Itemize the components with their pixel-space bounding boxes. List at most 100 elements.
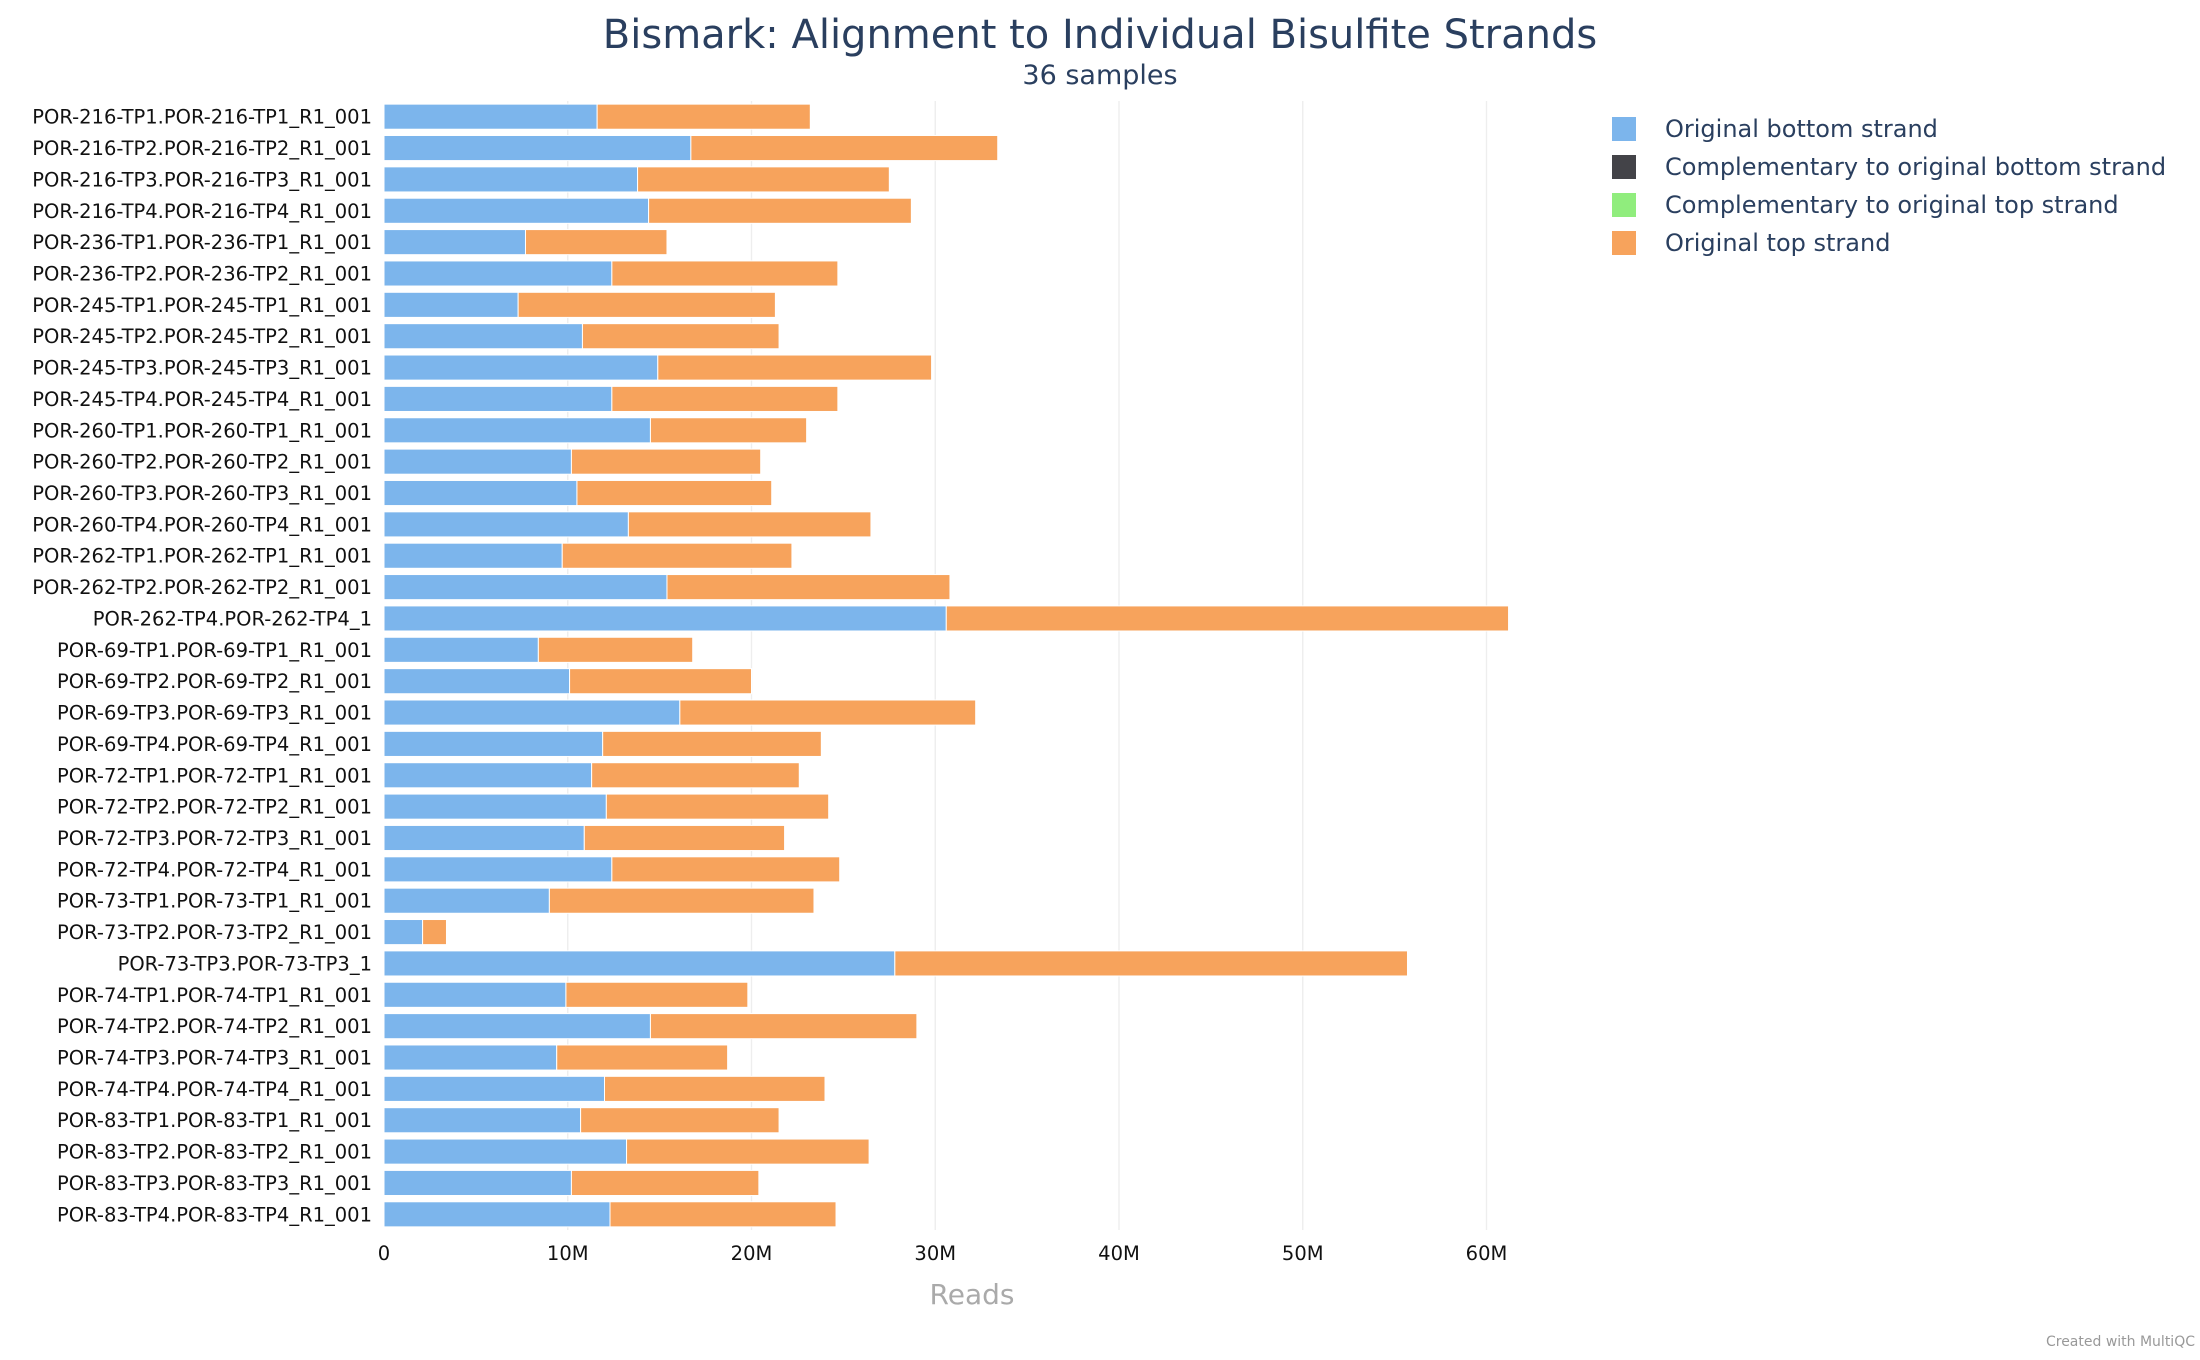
- bar-segment-series-3[interactable]: [679, 699, 977, 726]
- bars: [383, 103, 1510, 1228]
- category-label: POR-74-TP1.POR-74-TP1_R1_001: [57, 984, 372, 1007]
- bar-segment-series-0[interactable]: [383, 197, 650, 224]
- legend-label[interactable]: Complementary to original bottom strand: [1665, 153, 2166, 181]
- legend-swatch[interactable]: [1612, 117, 1636, 141]
- bar-segment-series-0[interactable]: [383, 730, 604, 757]
- bar-segment-series-0[interactable]: [383, 1044, 558, 1071]
- bar-segment-series-3[interactable]: [605, 793, 830, 820]
- bar-segment-series-0[interactable]: [383, 1107, 582, 1134]
- bar-segment-series-0[interactable]: [383, 668, 571, 695]
- bar-segment-series-3[interactable]: [894, 950, 1408, 977]
- bar-segment-series-0[interactable]: [383, 448, 572, 475]
- bar-segment-series-3[interactable]: [576, 479, 773, 507]
- category-label: POR-74-TP4.POR-74-TP4_R1_001: [57, 1078, 372, 1101]
- bar-segment-series-3[interactable]: [561, 542, 793, 569]
- bar-segment-series-3[interactable]: [609, 1201, 837, 1228]
- bar-segment-series-3[interactable]: [611, 385, 839, 412]
- category-label: POR-69-TP1.POR-69-TP1_R1_001: [57, 639, 372, 662]
- category-label: POR-260-TP3.POR-260-TP3_R1_001: [32, 482, 372, 505]
- category-label: POR-69-TP2.POR-69-TP2_R1_001: [57, 670, 372, 693]
- bar-segment-series-0[interactable]: [383, 919, 424, 946]
- bar-segment-series-3[interactable]: [637, 166, 890, 193]
- x-tick-label: 30M: [914, 1242, 956, 1265]
- bar-segment-series-3[interactable]: [569, 668, 753, 695]
- bar-segment-series-0[interactable]: [383, 699, 681, 726]
- bar-segment-series-0[interactable]: [383, 1075, 605, 1102]
- chart-title: Bismark: Alignment to Individual Bisulfi…: [603, 12, 1597, 58]
- bar-segment-series-0[interactable]: [383, 479, 578, 507]
- bar-segment-series-3[interactable]: [581, 323, 780, 350]
- bar-segment-series-3[interactable]: [583, 824, 786, 852]
- bar-segment-series-3[interactable]: [626, 1138, 870, 1165]
- bar-segment-series-3[interactable]: [524, 229, 668, 256]
- credit-text: Created with MultiQC: [2046, 1334, 2195, 1350]
- bar-segment-series-0[interactable]: [383, 323, 583, 350]
- legend-label[interactable]: Original top strand: [1665, 229, 1890, 257]
- bar-segment-series-3[interactable]: [556, 1044, 729, 1071]
- bar-segment-series-3[interactable]: [570, 448, 762, 475]
- bar-segment-series-3[interactable]: [690, 134, 999, 162]
- legend-swatch[interactable]: [1612, 193, 1636, 217]
- bar-segment-series-0[interactable]: [383, 542, 563, 569]
- bar-segment-series-0[interactable]: [383, 260, 613, 287]
- bar-segment-series-3[interactable]: [611, 856, 841, 883]
- bar-segment-series-3[interactable]: [565, 981, 749, 1008]
- legend-swatch[interactable]: [1612, 155, 1636, 179]
- bar-segment-series-3[interactable]: [945, 605, 1510, 632]
- x-tick-label: 20M: [731, 1242, 773, 1265]
- bar-segment-series-3[interactable]: [666, 574, 951, 601]
- bar-segment-series-0[interactable]: [383, 762, 593, 789]
- bar-segment-series-3[interactable]: [657, 354, 933, 381]
- bar-segment-series-0[interactable]: [383, 417, 651, 444]
- bar-segment-series-3[interactable]: [649, 417, 808, 444]
- legend: Original bottom strand Complementary to o…: [1612, 115, 2166, 257]
- bar-segment-series-0[interactable]: [383, 605, 947, 632]
- bar-segment-series-0[interactable]: [383, 134, 692, 162]
- category-label: POR-83-TP3.POR-83-TP3_R1_001: [57, 1172, 372, 1195]
- bar-segment-series-3[interactable]: [596, 103, 811, 130]
- category-label: POR-262-TP4.POR-262-TP4_1: [93, 607, 372, 630]
- bar-segment-series-3[interactable]: [591, 762, 800, 789]
- bar-segment-series-0[interactable]: [383, 1013, 651, 1040]
- category-label: POR-236-TP2.POR-236-TP2_R1_001: [32, 262, 372, 285]
- bar-segment-series-0[interactable]: [383, 385, 613, 412]
- bar-segment-series-3[interactable]: [537, 636, 694, 663]
- bar-segment-series-0[interactable]: [383, 354, 659, 381]
- legend-label[interactable]: Original bottom strand: [1665, 115, 1938, 143]
- bar-segment-series-0[interactable]: [383, 103, 598, 130]
- bar-segment-series-0[interactable]: [383, 166, 639, 193]
- bar-segment-series-3[interactable]: [422, 919, 447, 946]
- bar-segment-series-0[interactable]: [383, 793, 607, 820]
- legend-label[interactable]: Complementary to original top strand: [1665, 191, 2119, 219]
- category-label: POR-74-TP2.POR-74-TP2_R1_001: [57, 1015, 372, 1038]
- bar-segment-series-0[interactable]: [383, 291, 519, 318]
- bar-segment-series-0[interactable]: [383, 574, 668, 601]
- bar-segment-series-3[interactable]: [627, 511, 872, 538]
- bar-segment-series-3[interactable]: [611, 260, 839, 287]
- bar-segment-series-0[interactable]: [383, 856, 613, 883]
- bar-segment-series-3[interactable]: [649, 1013, 918, 1040]
- bar-segment-series-0[interactable]: [383, 511, 629, 538]
- legend-swatch[interactable]: [1612, 231, 1636, 255]
- bar-segment-series-0[interactable]: [383, 950, 896, 977]
- category-label: POR-245-TP4.POR-245-TP4_R1_001: [32, 388, 372, 411]
- bar-segment-series-3[interactable]: [517, 291, 776, 318]
- bar-segment-series-0[interactable]: [383, 887, 550, 914]
- x-tick-label: 0: [378, 1242, 390, 1265]
- category-label: POR-245-TP1.POR-245-TP1_R1_001: [32, 294, 372, 317]
- bar-segment-series-3[interactable]: [580, 1107, 780, 1134]
- bar-segment-series-0[interactable]: [383, 981, 567, 1008]
- bar-segment-series-3[interactable]: [604, 1075, 826, 1102]
- x-tick-label: 60M: [1466, 1242, 1508, 1265]
- bar-segment-series-0[interactable]: [383, 1169, 572, 1197]
- bar-segment-series-3[interactable]: [570, 1169, 760, 1197]
- bar-segment-series-0[interactable]: [383, 1201, 611, 1228]
- bar-segment-series-0[interactable]: [383, 229, 526, 256]
- bar-segment-series-3[interactable]: [602, 730, 822, 757]
- bar-segment-series-3[interactable]: [548, 887, 815, 914]
- bar-segment-series-0[interactable]: [383, 636, 539, 663]
- bar-segment-series-3[interactable]: [648, 197, 912, 224]
- bar-segment-series-0[interactable]: [383, 824, 585, 852]
- bar-segment-series-0[interactable]: [383, 1138, 628, 1165]
- category-label: POR-72-TP2.POR-72-TP2_R1_001: [57, 796, 372, 819]
